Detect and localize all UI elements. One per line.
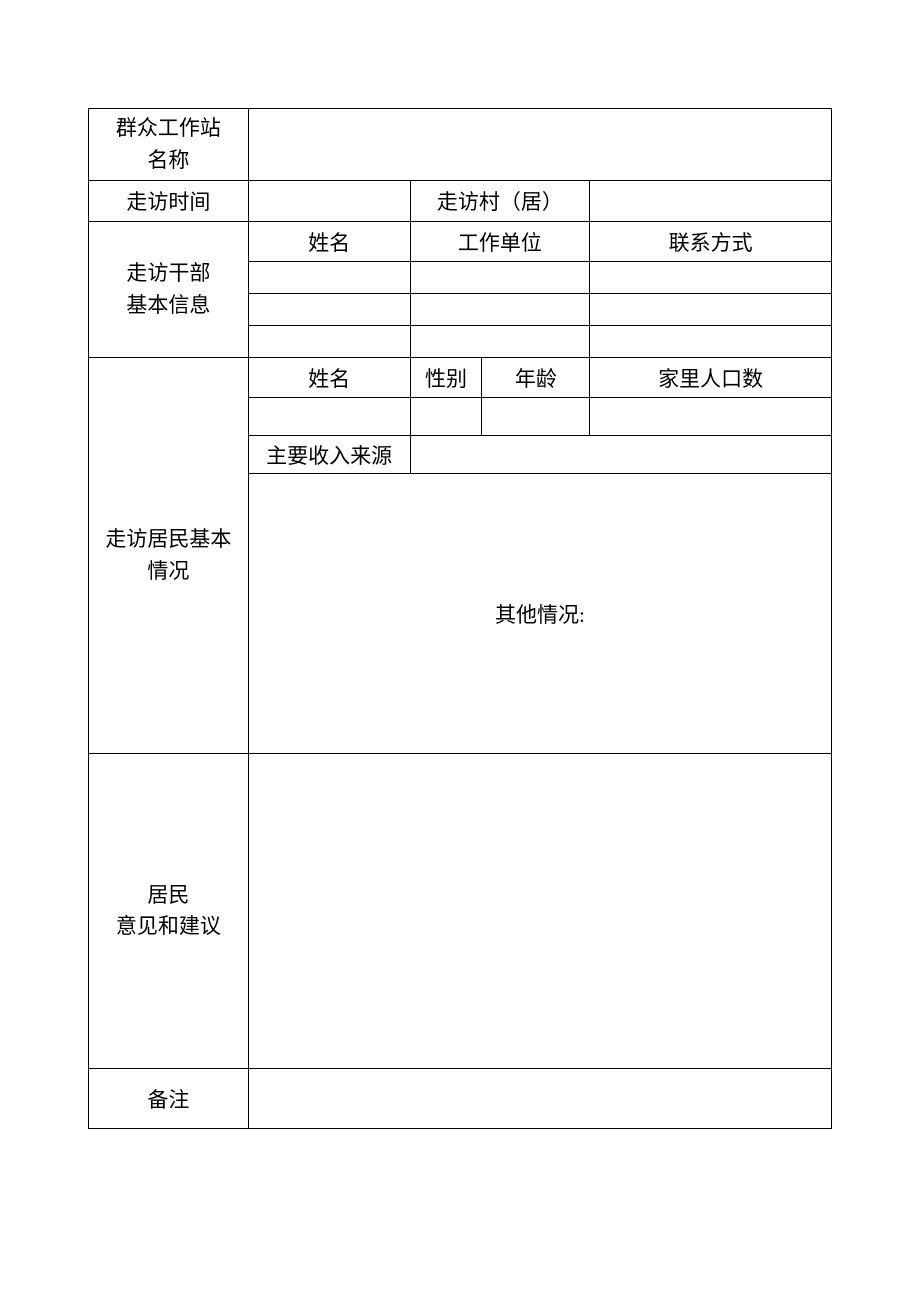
resident-gender-value[interactable] — [410, 398, 482, 436]
remarks-value[interactable] — [248, 1069, 831, 1129]
other-info-cell[interactable]: 其他情况: — [248, 474, 831, 754]
visit-time-value[interactable] — [248, 181, 410, 222]
station-name-value[interactable] — [248, 109, 831, 181]
resident-info-label: 走访居民基本 情况 — [89, 358, 249, 754]
resident-age-header: 年龄 — [482, 358, 590, 398]
resident-household-value[interactable] — [590, 398, 832, 436]
cadre-name-3[interactable] — [248, 326, 410, 358]
suggestions-label-line2: 意见和建议 — [116, 914, 221, 938]
visit-time-label: 走访时间 — [89, 181, 249, 222]
cadre-work-unit-3[interactable] — [410, 326, 590, 358]
resident-household-header: 家里人口数 — [590, 358, 832, 398]
suggestions-label-line1: 居民 — [147, 883, 189, 907]
visit-village-label: 走访村（居） — [410, 181, 590, 222]
resident-info-label-line1: 走访居民基本 — [105, 527, 231, 551]
cadre-contact-2[interactable] — [590, 294, 832, 326]
cadre-work-unit-2[interactable] — [410, 294, 590, 326]
resident-age-value[interactable] — [482, 398, 590, 436]
other-info-label: 其他情况: — [495, 603, 585, 627]
visit-village-value[interactable] — [590, 181, 832, 222]
suggestions-label: 居民 意见和建议 — [89, 754, 249, 1069]
cadre-contact-1[interactable] — [590, 262, 832, 294]
station-name-label-line2: 名称 — [147, 148, 189, 172]
income-source-label: 主要收入来源 — [248, 436, 410, 474]
cadre-name-header: 姓名 — [248, 222, 410, 262]
cadre-work-unit-header: 工作单位 — [410, 222, 590, 262]
remarks-label: 备注 — [89, 1069, 249, 1129]
cadre-info-label: 走访干部 基本信息 — [89, 222, 249, 358]
cadre-work-unit-1[interactable] — [410, 262, 590, 294]
resident-gender-header: 性别 — [410, 358, 482, 398]
cadre-contact-3[interactable] — [590, 326, 832, 358]
resident-name-header: 姓名 — [248, 358, 410, 398]
resident-name-value[interactable] — [248, 398, 410, 436]
cadre-info-label-line2: 基本信息 — [126, 293, 210, 317]
resident-info-label-line2: 情况 — [147, 559, 189, 583]
suggestions-value[interactable] — [248, 754, 831, 1069]
cadre-name-2[interactable] — [248, 294, 410, 326]
cadre-info-label-line1: 走访干部 — [126, 261, 210, 285]
cadre-name-1[interactable] — [248, 262, 410, 294]
income-source-value[interactable] — [410, 436, 831, 474]
station-name-label: 群众工作站 名称 — [89, 109, 249, 181]
cadre-contact-header: 联系方式 — [590, 222, 832, 262]
visit-record-form-table: 群众工作站 名称 走访时间 走访村（居） 走访干部 基本信息 姓名 工作单位 联… — [88, 108, 832, 1129]
station-name-label-line1: 群众工作站 — [116, 116, 221, 140]
